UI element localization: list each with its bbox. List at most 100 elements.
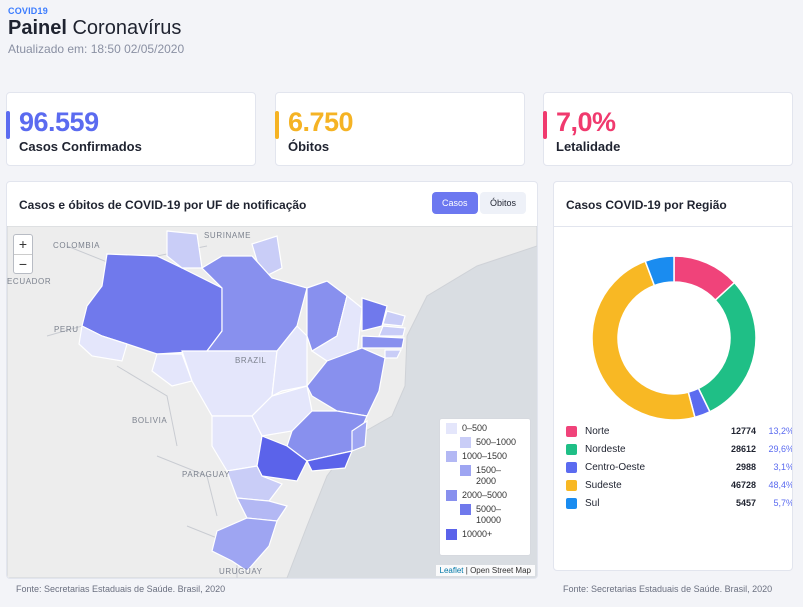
page-title: Painel Coronavírus: [8, 17, 184, 40]
zoom-in-button[interactable]: +: [18, 236, 28, 252]
legend-label: 0–500: [462, 423, 488, 433]
region-cases: 46728: [730, 480, 756, 490]
map-label-peru: PERU: [54, 325, 79, 334]
map-legend: 0–500 500–1000 1000–1500 1500–2000 2000–…: [439, 418, 531, 556]
app-tag: COVID19: [8, 6, 48, 16]
legend-label: 2000–5000: [462, 490, 508, 500]
region-cases: 28612: [730, 444, 756, 454]
region-footer-source: Fonte: Secretarias Estaduais de Saúde. B…: [563, 584, 773, 594]
region-pct: 3,1%: [773, 462, 793, 472]
map-label-brazil: BRAZIL: [235, 356, 267, 365]
region-pct: 5,7%: [773, 498, 793, 508]
state-santa-catarina[interactable]: [235, 497, 288, 522]
state-rio-grande-do-norte[interactable]: [382, 310, 406, 327]
osm-attribution[interactable]: | Open Street Map: [465, 566, 531, 575]
kpi-value-lethality: 7,0%: [556, 107, 616, 137]
map-panel: Casos e óbitos de COVID-19 por UF de not…: [6, 181, 538, 579]
legend-item: 5000–10000: [446, 504, 524, 526]
legend-swatch: [446, 490, 457, 501]
legend-item: 10000+: [446, 529, 524, 540]
legend-label: 1000–1500: [462, 451, 508, 461]
toggle-cases-button[interactable]: Casos: [432, 192, 478, 214]
kpi-label-deaths: Óbitos: [288, 139, 330, 154]
map-label-uruguay: URUGUAY: [219, 567, 263, 576]
map-attribution: Leaflet | Open Street Map: [435, 565, 535, 576]
leaflet-link[interactable]: Leaflet: [439, 566, 464, 575]
donut-slice-sudeste[interactable]: [591, 260, 696, 421]
region-panel: Casos COVID-19 por Região Norte 12774 13…: [553, 181, 793, 571]
state-rondonia[interactable]: [151, 353, 193, 387]
zoom-control: + −: [13, 234, 33, 274]
choropleth-map[interactable]: COLOMBIA SURINAME ECUADOR PERU BRAZIL BO…: [7, 225, 537, 578]
map-panel-title: Casos e óbitos de COVID-19 por UF de not…: [19, 198, 307, 212]
zoom-out-button[interactable]: −: [14, 254, 32, 273]
region-pct: 29,6%: [768, 444, 793, 454]
legend-label: 10000+: [462, 529, 493, 539]
legend-label: 500–1000: [476, 437, 517, 447]
kpi-label-lethality: Letalidade: [556, 139, 621, 154]
kpi-accent-bar: [543, 111, 547, 139]
region-pct: 13,2%: [768, 426, 793, 436]
map-footer-source: Fonte: Secretarias Estaduais de Saúde. B…: [16, 584, 226, 594]
legend-swatch: [460, 437, 471, 448]
legend-swatch: [566, 497, 577, 509]
legend-row-sul: Sul 5457 5,7%: [566, 494, 793, 512]
state-alagoas[interactable]: [384, 349, 402, 359]
kpi-card-lethality: 7,0% Letalidade: [543, 92, 793, 166]
legend-item: 1000–1500: [446, 451, 524, 462]
state-roraima[interactable]: [166, 230, 203, 269]
kpi-card-confirmed: 96.559 Casos Confirmados: [6, 92, 256, 166]
region-panel-title: Casos COVID-19 por Região: [566, 198, 727, 212]
state-ceara[interactable]: [361, 297, 388, 332]
toggle-deaths-button[interactable]: Óbitos: [480, 192, 527, 214]
legend-swatch: [460, 504, 471, 515]
donut-slice-nordeste[interactable]: [697, 281, 757, 413]
legend-row-nordeste: Nordeste 28612 29,6%: [566, 440, 793, 458]
map-canvas: COLOMBIA SURINAME ECUADOR PERU BRAZIL BO…: [7, 225, 537, 578]
region-name: Sudeste: [585, 479, 622, 491]
map-label-colombia: COLOMBIA: [53, 241, 100, 250]
kpi-accent-bar: [6, 111, 10, 139]
legend-item: 0–500: [446, 423, 524, 434]
page-title-rest: Coronavírus: [72, 17, 182, 39]
brazil-states: [78, 230, 406, 572]
kpi-accent-bar: [275, 111, 279, 139]
kpi-card-deaths: 6.750 Óbitos: [275, 92, 525, 166]
legend-item: 2000–5000: [446, 490, 524, 501]
kpi-label-confirmed: Casos Confirmados: [19, 139, 142, 154]
region-cases: 5457: [735, 498, 756, 508]
legend-swatch: [566, 461, 577, 473]
kpi-value-deaths: 6.750: [288, 107, 354, 137]
page-title-strong: Painel: [8, 17, 67, 39]
map-label-paraguay: PARAGUAY: [182, 470, 230, 479]
kpi-value-confirmed: 96.559: [19, 107, 99, 137]
map-label-ecuador: ECUADOR: [7, 277, 51, 286]
updated-timestamp: Atualizado em: 18:50 02/05/2020: [8, 42, 185, 56]
legend-label: 5000–10000: [476, 504, 502, 525]
page-header: COVID19 Painel Coronavírus Atualizado em…: [8, 6, 184, 56]
region-name: Nordeste: [585, 443, 626, 455]
legend-row-sudeste: Sudeste 46728 48,4%: [566, 476, 792, 494]
map-label-bolivia: BOLIVIA: [132, 416, 167, 425]
legend-swatch: [446, 529, 457, 540]
state-rio-de-janeiro[interactable]: [306, 450, 353, 472]
legend-label: 1500–2000: [476, 465, 502, 486]
legend-row-norte: Norte 12774 13,2%: [566, 422, 793, 440]
region-name: Norte: [585, 425, 610, 437]
region-name: Centro-Oeste: [585, 461, 646, 473]
state-rio-grande-do-sul[interactable]: [211, 517, 278, 572]
state-acre[interactable]: [78, 325, 128, 362]
legend-item: 500–1000: [446, 437, 524, 448]
map-label-suriname: SURINAME: [204, 231, 251, 240]
legend-swatch: [446, 423, 457, 434]
legend-swatch: [566, 479, 577, 491]
state-pernambuco[interactable]: [361, 335, 405, 349]
panel-divider: [554, 226, 792, 227]
state-espirito-santo[interactable]: [351, 419, 368, 452]
legend-swatch: [566, 443, 577, 455]
region-cases: 12774: [730, 426, 756, 436]
donut-slice-sul[interactable]: [644, 255, 675, 287]
legend-item: 1500–2000: [446, 465, 524, 487]
region-name: Sul: [585, 497, 600, 509]
state-paraiba[interactable]: [378, 325, 406, 337]
